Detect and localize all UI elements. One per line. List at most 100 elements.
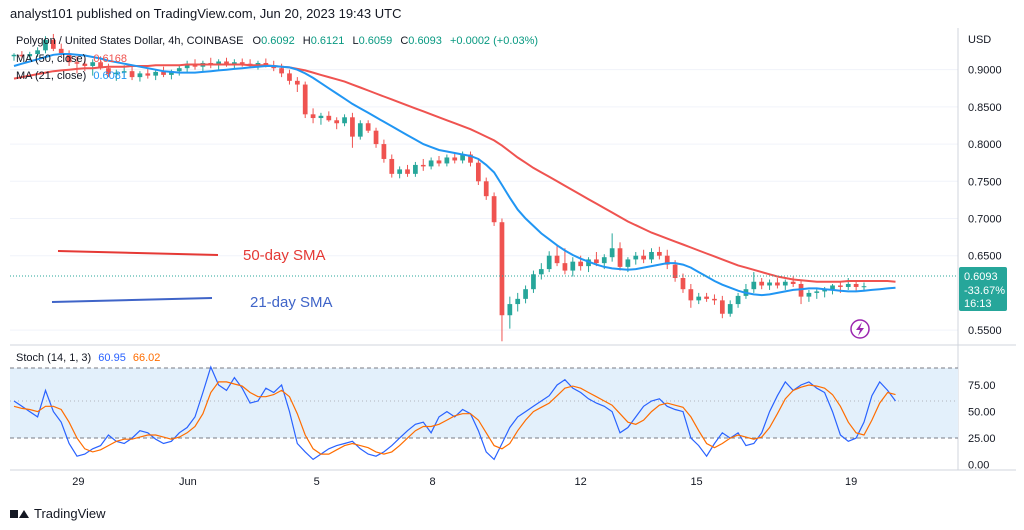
candle-body bbox=[861, 286, 867, 288]
candle-body bbox=[334, 120, 340, 124]
tradingview-logo-icon bbox=[10, 508, 29, 520]
candle-body bbox=[641, 255, 646, 260]
currency-label: USD bbox=[968, 34, 991, 46]
candle-body bbox=[50, 39, 56, 49]
candle-body bbox=[397, 169, 403, 174]
candle-body bbox=[58, 48, 64, 54]
candle-body bbox=[633, 255, 639, 260]
svg-text:Polygon / United States Dollar: Polygon / United States Dollar, 4h, COIN… bbox=[16, 35, 538, 47]
svg-text:MA (50, close) 0.6168: MA (50, close) 0.6168 bbox=[16, 53, 127, 65]
candle-body bbox=[696, 296, 702, 301]
x-axis: 29 Jun 5 8 12 15 19 bbox=[72, 476, 857, 488]
candle-body bbox=[838, 285, 843, 287]
candle-body bbox=[129, 71, 135, 78]
candle-body bbox=[657, 251, 662, 256]
candle-body bbox=[176, 68, 182, 72]
candle-body bbox=[137, 73, 143, 78]
candle-body bbox=[523, 289, 528, 299]
candle-body bbox=[727, 304, 733, 314]
candle-body bbox=[719, 300, 725, 314]
x-tick-label: 12 bbox=[575, 476, 587, 488]
tradingview-footer: TradingView bbox=[10, 506, 106, 521]
candle-body bbox=[232, 62, 237, 65]
candle-body bbox=[145, 73, 151, 76]
candle-body bbox=[672, 264, 678, 279]
candle-body bbox=[499, 222, 505, 316]
candle-body bbox=[420, 164, 426, 167]
stoch-tick-label: 75.00 bbox=[968, 380, 996, 392]
legend-symbol: Polygon / United States Dollar, 4h, COIN… bbox=[16, 35, 243, 47]
candle-body bbox=[271, 65, 277, 69]
price-tick-label: 0.7500 bbox=[968, 176, 1002, 188]
candle-body bbox=[751, 281, 757, 290]
legend: Polygon / United States Dollar, 4h, COIN… bbox=[16, 35, 538, 82]
candle-body bbox=[562, 263, 568, 271]
sma21-annotation-label: 21-day SMA bbox=[250, 294, 333, 311]
candle-body bbox=[554, 255, 560, 264]
candle-body bbox=[688, 289, 694, 301]
candle-body bbox=[680, 278, 686, 290]
candle-body bbox=[66, 53, 72, 63]
candle-body bbox=[318, 115, 324, 119]
candle-body bbox=[483, 181, 489, 197]
candle-body bbox=[19, 54, 25, 57]
tradingview-wordmark: TradingView bbox=[34, 506, 106, 521]
candle-body bbox=[468, 154, 473, 163]
x-tick-label: 8 bbox=[429, 476, 435, 488]
candle-body bbox=[90, 62, 96, 66]
candle-body bbox=[161, 71, 166, 75]
candle-body bbox=[279, 68, 284, 74]
price-badge-change: -33.67% bbox=[964, 285, 1005, 297]
candle-body bbox=[452, 157, 458, 161]
candle-body bbox=[491, 196, 497, 223]
candle-body bbox=[664, 255, 670, 265]
candle-body bbox=[546, 255, 552, 270]
candle-body bbox=[106, 68, 111, 75]
candle-body bbox=[444, 157, 450, 164]
ma50-line bbox=[13, 63, 896, 283]
x-tick-label: 19 bbox=[845, 476, 857, 488]
candle-body bbox=[350, 117, 355, 137]
price-badge-price: 0.6093 bbox=[964, 271, 998, 283]
candle-body bbox=[373, 130, 379, 145]
price-badge: 0.6093 -33.67% 16:13 bbox=[959, 267, 1007, 311]
legend-ma50: MA (50, close) bbox=[16, 53, 86, 65]
candle-body bbox=[538, 269, 544, 275]
x-tick-label: Jun bbox=[179, 476, 197, 488]
stoch-tick-label: 50.00 bbox=[968, 407, 996, 419]
candle-body bbox=[735, 295, 741, 305]
candle-body bbox=[759, 281, 765, 286]
stoch-y-axis: 75.00 50.00 25.00 0.00 bbox=[968, 380, 996, 472]
candle-body bbox=[649, 251, 654, 260]
stoch-tick-label: 0.00 bbox=[968, 460, 989, 472]
lightning-icon[interactable] bbox=[850, 319, 870, 339]
candle-body bbox=[570, 261, 576, 271]
candle-body bbox=[436, 160, 442, 164]
price-grid bbox=[10, 69, 958, 331]
candle-body bbox=[413, 164, 418, 174]
candle-body bbox=[169, 71, 174, 75]
candle-body bbox=[255, 62, 261, 66]
candle-body bbox=[342, 117, 347, 124]
candle-body bbox=[11, 54, 17, 57]
price-tick-label: 0.5500 bbox=[968, 325, 1002, 337]
candle-body bbox=[704, 296, 709, 299]
candle-body bbox=[601, 257, 607, 264]
stoch-band bbox=[10, 368, 958, 438]
candle-body bbox=[790, 281, 796, 284]
stoch-legend: Stoch (14, 1, 3) 60.95 66.02 bbox=[16, 352, 160, 364]
candle-body bbox=[153, 71, 159, 76]
candle-body bbox=[239, 62, 245, 64]
candle-body bbox=[184, 63, 190, 69]
candle-body bbox=[428, 160, 434, 167]
published-header: analyst101 published on TradingView.com,… bbox=[10, 6, 402, 21]
candle-body bbox=[578, 261, 584, 267]
candle-body bbox=[82, 63, 88, 66]
x-tick-label: 15 bbox=[690, 476, 702, 488]
x-tick-label: 29 bbox=[72, 476, 84, 488]
price-tick-label: 0.7000 bbox=[968, 213, 1002, 225]
candle-body bbox=[43, 39, 48, 51]
stoch-d-line bbox=[13, 381, 896, 455]
candle-body bbox=[460, 154, 465, 161]
